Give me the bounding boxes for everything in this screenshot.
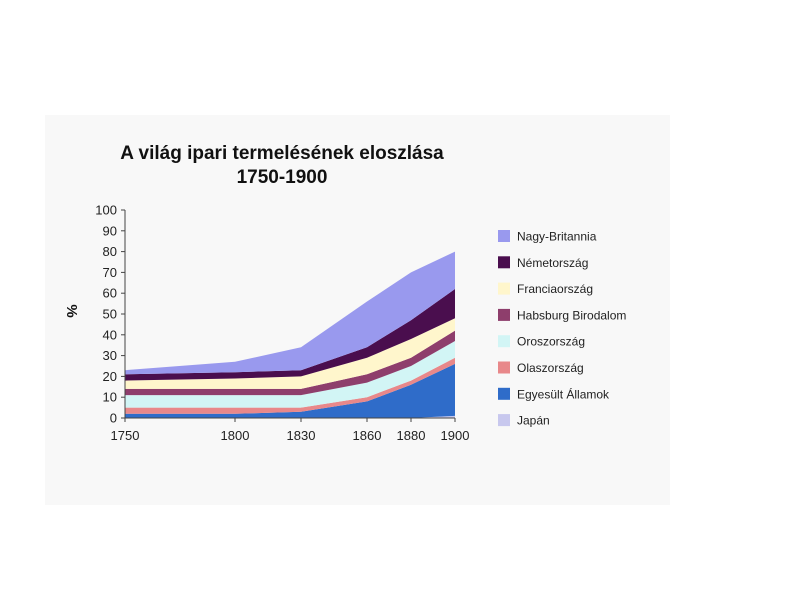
legend-item: Nagy-Britannia [498,230,597,244]
legend-item: Japán [498,414,550,428]
legend-item: Egyesült Államok [498,386,610,401]
legend-label: Habsburg Birodalom [517,308,626,322]
y-axis-label: % [63,304,80,317]
x-tick-label: 1750 [111,428,140,443]
y-tick-label: 0 [110,411,117,426]
y-tick-label: 50 [103,307,117,322]
x-tick-label: 1880 [397,428,426,443]
legend-swatch [498,361,510,374]
chart-subtitle: 1750-1900 [237,167,328,188]
area-series-3 [125,341,455,408]
x-tick-label: 1900 [441,428,470,443]
chart-panel: A világ ipari termelésének eloszlása 175… [45,115,670,505]
legend-swatch [498,387,510,400]
legend-item: Olaszország [498,361,584,375]
y-tick-label: 40 [103,327,117,342]
y-tick-label: 10 [103,390,117,405]
legend-label: Oroszország [517,335,585,349]
area-series-1 [125,363,455,418]
legend-swatch [498,414,510,427]
y-tick-label: 100 [95,203,117,218]
chart-svg: A világ ipari termelésének eloszlása 175… [63,143,626,444]
legend-label: Japán [517,414,550,428]
legend-label: Nagy-Britannia [517,230,597,244]
legend-item: Habsburg Birodalom [498,308,626,322]
legend-item: Franciaország [498,282,593,296]
y-tick-label: 20 [103,369,117,384]
legend-item: Németország [498,256,588,270]
legend: Nagy-Britannia Németország Franciaország Ha… [498,230,626,428]
area-series-7 [125,251,455,375]
legend-label: Franciaország [517,282,593,296]
areas-layer [125,251,455,418]
y-tick-label: 90 [103,223,117,238]
legend-label: Egyesült Államok [517,386,610,401]
legend-swatch [498,256,510,269]
x-tick-label: 1830 [287,428,316,443]
area-series-2 [125,357,455,414]
y-tick-label: 80 [103,244,117,259]
axes-layer: 0 10 20 30 40 50 60 70 80 90 100 1750 1800 1830 1860 18… [95,203,469,444]
x-tick-label: 1800 [221,428,250,443]
legend-label: Olaszország [517,361,584,375]
legend-swatch [498,308,510,321]
area-series-6 [125,289,455,381]
chart-title: A világ ipari termelésének eloszlása [120,143,444,164]
area-series-5 [125,318,455,389]
legend-swatch [498,230,510,242]
legend-label: Németország [517,256,588,270]
legend-item: Oroszország [498,335,585,349]
x-tick-label: 1860 [353,428,382,443]
y-tick-label: 60 [103,286,117,301]
y-tick-label: 70 [103,265,117,280]
legend-swatch [498,335,510,348]
y-tick-label: 30 [103,348,117,363]
area-series-4 [125,330,455,396]
legend-swatch [498,282,510,295]
